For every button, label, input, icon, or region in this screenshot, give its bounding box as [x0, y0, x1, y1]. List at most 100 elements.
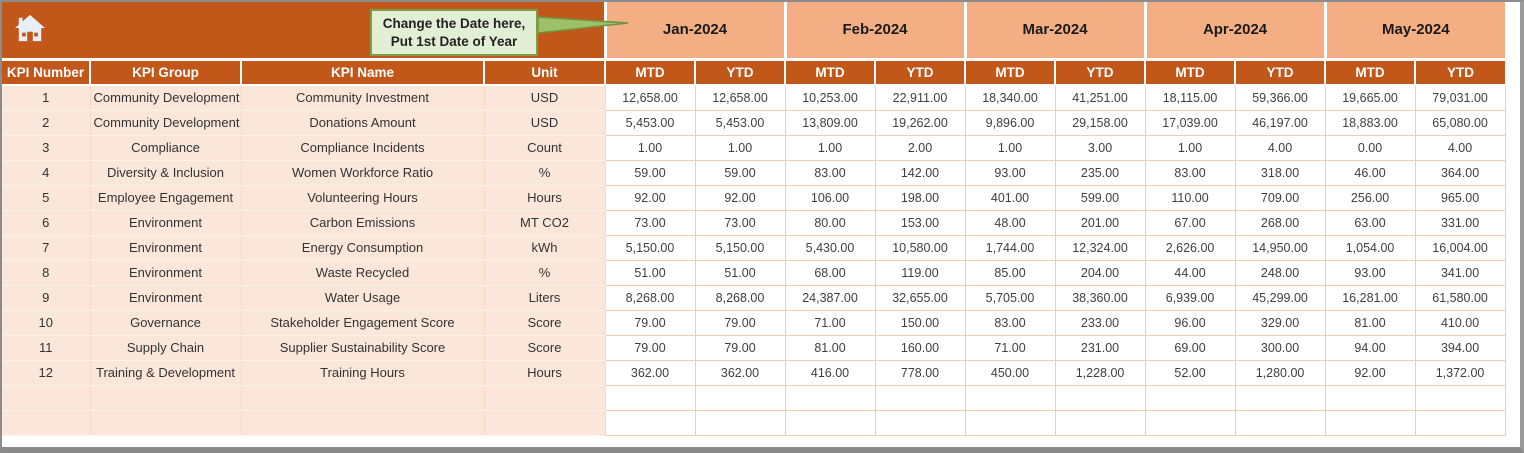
empty-cell[interactable] [875, 385, 966, 411]
kpi-value-cell[interactable]: 300.00 [1235, 335, 1326, 361]
empty-cell[interactable] [785, 410, 876, 436]
kpi-value-cell[interactable]: 61,580.00 [1415, 285, 1506, 311]
kpi-value-cell[interactable]: 92.00 [1325, 360, 1416, 386]
empty-cell[interactable] [241, 410, 485, 436]
kpi-name-cell[interactable]: Women Workforce Ratio [241, 160, 485, 186]
col-header-kpi-group[interactable]: KPI Group [89, 59, 241, 86]
kpi-number-cell[interactable]: 6 [2, 210, 91, 236]
kpi-value-cell[interactable]: 10,580.00 [875, 235, 966, 261]
kpi-value-cell[interactable]: 201.00 [1055, 210, 1146, 236]
kpi-unit-cell[interactable]: Count [484, 135, 606, 161]
kpi-number-cell[interactable]: 7 [2, 235, 91, 261]
col-header-kpi-number[interactable]: KPI Number [2, 59, 90, 86]
col-header-mtd[interactable]: MTD [784, 59, 875, 86]
kpi-value-cell[interactable]: 48.00 [965, 210, 1056, 236]
kpi-value-cell[interactable]: 5,150.00 [695, 235, 786, 261]
kpi-value-cell[interactable]: 1.00 [965, 135, 1056, 161]
kpi-value-cell[interactable]: 51.00 [605, 260, 696, 286]
kpi-name-cell[interactable]: Supplier Sustainability Score [241, 335, 485, 361]
kpi-value-cell[interactable]: 106.00 [785, 185, 876, 211]
kpi-value-cell[interactable]: 12,658.00 [605, 85, 696, 111]
kpi-unit-cell[interactable]: Score [484, 310, 606, 336]
kpi-value-cell[interactable]: 83.00 [785, 160, 876, 186]
home-icon[interactable] [14, 14, 46, 42]
kpi-value-cell[interactable]: 0.00 [1325, 135, 1416, 161]
kpi-number-cell[interactable]: 10 [2, 310, 91, 336]
kpi-value-cell[interactable]: 5,705.00 [965, 285, 1056, 311]
kpi-value-cell[interactable]: 16,281.00 [1325, 285, 1416, 311]
kpi-value-cell[interactable]: 94.00 [1325, 335, 1416, 361]
col-header-unit[interactable]: Unit [483, 59, 605, 86]
kpi-value-cell[interactable]: 5,453.00 [605, 110, 696, 136]
kpi-value-cell[interactable]: 13,809.00 [785, 110, 876, 136]
kpi-group-cell[interactable]: Compliance [90, 135, 242, 161]
kpi-value-cell[interactable]: 46,197.00 [1235, 110, 1326, 136]
empty-cell[interactable] [965, 385, 1056, 411]
kpi-value-cell[interactable]: 153.00 [875, 210, 966, 236]
kpi-value-cell[interactable]: 362.00 [695, 360, 786, 386]
kpi-unit-cell[interactable]: Liters [484, 285, 606, 311]
kpi-value-cell[interactable]: 24,387.00 [785, 285, 876, 311]
kpi-value-cell[interactable]: 233.00 [1055, 310, 1146, 336]
empty-cell[interactable] [965, 410, 1056, 436]
kpi-value-cell[interactable]: 318.00 [1235, 160, 1326, 186]
kpi-value-cell[interactable]: 3.00 [1055, 135, 1146, 161]
kpi-value-cell[interactable]: 1.00 [1145, 135, 1236, 161]
kpi-value-cell[interactable]: 59,366.00 [1235, 85, 1326, 111]
kpi-group-cell[interactable]: Community Development [90, 85, 242, 111]
kpi-value-cell[interactable]: 1,744.00 [965, 235, 1056, 261]
kpi-value-cell[interactable]: 8,268.00 [605, 285, 696, 311]
kpi-value-cell[interactable]: 778.00 [875, 360, 966, 386]
kpi-value-cell[interactable]: 9,896.00 [965, 110, 1056, 136]
col-header-ytd[interactable]: YTD [1054, 59, 1146, 86]
kpi-value-cell[interactable]: 248.00 [1235, 260, 1326, 286]
kpi-value-cell[interactable]: 79.00 [695, 310, 786, 336]
kpi-value-cell[interactable]: 93.00 [965, 160, 1056, 186]
kpi-value-cell[interactable]: 256.00 [1325, 185, 1416, 211]
kpi-group-cell[interactable]: Environment [90, 235, 242, 261]
col-header-mtd[interactable]: MTD [604, 59, 695, 86]
empty-cell[interactable] [1145, 410, 1236, 436]
kpi-value-cell[interactable]: 1,372.00 [1415, 360, 1506, 386]
kpi-number-cell[interactable]: 11 [2, 335, 91, 361]
kpi-value-cell[interactable]: 79.00 [605, 310, 696, 336]
kpi-value-cell[interactable]: 160.00 [875, 335, 966, 361]
kpi-group-cell[interactable]: Diversity & Inclusion [90, 160, 242, 186]
kpi-name-cell[interactable]: Community Investment [241, 85, 485, 111]
kpi-value-cell[interactable]: 110.00 [1145, 185, 1236, 211]
kpi-value-cell[interactable]: 16,004.00 [1415, 235, 1506, 261]
kpi-value-cell[interactable]: 5,430.00 [785, 235, 876, 261]
empty-cell[interactable] [1055, 410, 1146, 436]
kpi-number-cell[interactable]: 9 [2, 285, 91, 311]
empty-cell[interactable] [2, 410, 91, 436]
col-header-ytd[interactable]: YTD [694, 59, 785, 86]
empty-cell[interactable] [1415, 410, 1506, 436]
empty-cell[interactable] [1415, 385, 1506, 411]
kpi-name-cell[interactable]: Stakeholder Engagement Score [241, 310, 485, 336]
empty-cell[interactable] [875, 410, 966, 436]
empty-cell[interactable] [90, 385, 242, 411]
empty-cell[interactable] [1235, 385, 1326, 411]
kpi-value-cell[interactable]: 80.00 [785, 210, 876, 236]
empty-cell[interactable] [605, 410, 696, 436]
kpi-name-cell[interactable]: Compliance Incidents [241, 135, 485, 161]
kpi-group-cell[interactable]: Community Development [90, 110, 242, 136]
kpi-value-cell[interactable]: 63.00 [1325, 210, 1416, 236]
kpi-value-cell[interactable]: 12,324.00 [1055, 235, 1146, 261]
kpi-name-cell[interactable]: Energy Consumption [241, 235, 485, 261]
kpi-value-cell[interactable]: 235.00 [1055, 160, 1146, 186]
kpi-value-cell[interactable]: 92.00 [605, 185, 696, 211]
kpi-value-cell[interactable]: 81.00 [1325, 310, 1416, 336]
kpi-group-cell[interactable]: Supply Chain [90, 335, 242, 361]
kpi-value-cell[interactable]: 79.00 [695, 335, 786, 361]
kpi-value-cell[interactable]: 401.00 [965, 185, 1056, 211]
kpi-number-cell[interactable]: 8 [2, 260, 91, 286]
kpi-group-cell[interactable]: Environment [90, 210, 242, 236]
kpi-value-cell[interactable]: 198.00 [875, 185, 966, 211]
empty-cell[interactable] [695, 385, 786, 411]
empty-cell[interactable] [695, 410, 786, 436]
kpi-value-cell[interactable]: 2.00 [875, 135, 966, 161]
kpi-group-cell[interactable]: Environment [90, 260, 242, 286]
kpi-unit-cell[interactable]: % [484, 160, 606, 186]
empty-cell[interactable] [1325, 385, 1416, 411]
